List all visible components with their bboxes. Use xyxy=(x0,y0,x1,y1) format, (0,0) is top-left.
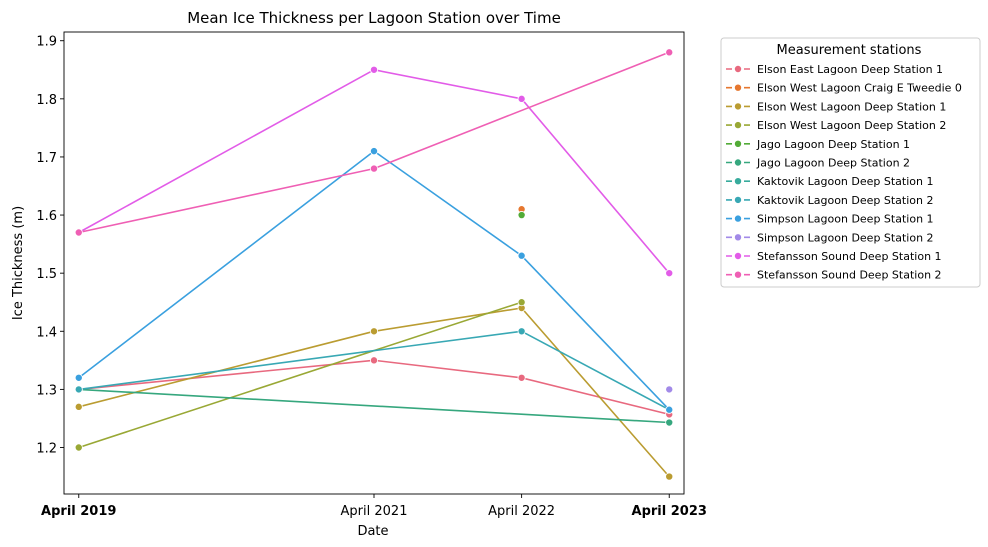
data-point xyxy=(517,298,526,307)
data-point xyxy=(665,418,674,427)
data-point xyxy=(369,327,378,336)
series xyxy=(74,298,526,452)
legend-label: Simpson Lagoon Deep Station 2 xyxy=(757,231,934,244)
data-point xyxy=(665,269,674,278)
data-point xyxy=(517,251,526,260)
data-point xyxy=(369,147,378,156)
legend-marker-swatch xyxy=(734,83,743,92)
data-point xyxy=(369,164,378,173)
x-tick-label: April 2019 xyxy=(41,504,116,519)
series xyxy=(74,327,674,414)
series-layer xyxy=(74,48,674,481)
data-point xyxy=(74,402,83,411)
y-tick-label: 1.8 xyxy=(36,93,57,108)
data-point xyxy=(665,48,674,57)
legend-label: Elson West Lagoon Deep Station 1 xyxy=(757,100,946,113)
data-point xyxy=(74,443,83,452)
legend-marker-swatch xyxy=(734,158,743,167)
series-line xyxy=(78,330,670,411)
legend-label: Jago Lagoon Deep Station 1 xyxy=(756,138,910,151)
chart-title: Mean Ice Thickness per Lagoon Station ov… xyxy=(187,9,561,27)
series-line xyxy=(78,388,670,424)
data-point xyxy=(369,356,378,365)
data-point xyxy=(517,94,526,103)
data-point xyxy=(517,327,526,336)
x-tick-label: April 2023 xyxy=(632,504,707,519)
plot-area-frame xyxy=(63,31,685,495)
legend-marker-swatch xyxy=(734,233,743,242)
legend-item: Elson West Lagoon Deep Station 2 xyxy=(726,119,946,132)
x-tick-label: April 2021 xyxy=(341,504,408,519)
y-tick-label: 1.4 xyxy=(36,325,57,340)
y-axis-label: Ice Thickness (m) xyxy=(11,206,26,320)
legend-item: Elson West Lagoon Deep Station 1 xyxy=(726,100,946,113)
data-point xyxy=(74,385,83,394)
legend-item: Jago Lagoon Deep Station 1 xyxy=(726,138,910,151)
legend: Measurement stations Elson East Lagoon D… xyxy=(720,37,981,288)
y-axis: 1.2 1.3 1.4 1.5 1.6 1.7 1.8 1.9 xyxy=(36,35,64,457)
legend-label: Kaktovik Lagoon Deep Station 1 xyxy=(757,175,933,188)
legend-title: Measurement stations xyxy=(777,43,922,58)
legend-item: Jago Lagoon Deep Station 2 xyxy=(726,157,910,170)
legend-label: Elson East Lagoon Deep Station 1 xyxy=(757,63,943,76)
y-tick-label: 1.3 xyxy=(36,383,57,398)
series-line xyxy=(78,359,670,416)
legend-item: Stefansson Sound Deep Station 1 xyxy=(726,250,942,263)
legend-marker-swatch xyxy=(734,121,743,130)
data-point xyxy=(665,472,674,481)
legend-frame xyxy=(720,37,981,288)
legend-item: Kaktovik Lagoon Deep Station 2 xyxy=(726,194,933,207)
data-point xyxy=(665,405,674,414)
data-point xyxy=(369,65,378,74)
series-line xyxy=(78,307,670,478)
data-point xyxy=(74,228,83,237)
y-tick-label: 1.7 xyxy=(36,151,57,166)
legend-marker-swatch xyxy=(734,139,743,148)
legend-marker-swatch xyxy=(734,65,743,74)
x-axis-label: Date xyxy=(357,524,388,539)
legend-marker-swatch xyxy=(734,195,743,204)
y-tick-label: 1.9 xyxy=(36,35,57,50)
y-tick-label: 1.6 xyxy=(36,209,57,224)
legend-marker-swatch xyxy=(734,251,743,260)
legend-marker-swatch xyxy=(734,177,743,186)
legend-label: Kaktovik Lagoon Deep Station 2 xyxy=(757,194,933,207)
legend-label: Elson West Lagoon Deep Station 2 xyxy=(757,119,946,132)
x-tick-label: April 2022 xyxy=(488,504,555,519)
data-point xyxy=(74,373,83,382)
series-line xyxy=(78,301,522,449)
legend-item: Elson West Lagoon Craig E Tweedie 0 xyxy=(726,82,962,95)
legend-label: Stefansson Sound Deep Station 1 xyxy=(757,250,942,263)
legend-item: Kaktovik Lagoon Deep Station 1 xyxy=(726,175,933,188)
legend-label: Stefansson Sound Deep Station 2 xyxy=(757,269,942,282)
data-point xyxy=(517,211,526,220)
legend-marker-swatch xyxy=(734,270,743,279)
legend-label: Simpson Lagoon Deep Station 1 xyxy=(757,213,934,226)
series-line xyxy=(78,150,670,411)
legend-marker-swatch xyxy=(734,214,743,223)
legend-item: Stefansson Sound Deep Station 2 xyxy=(726,269,942,282)
series xyxy=(517,211,526,220)
legend-marker-swatch xyxy=(734,102,743,111)
series xyxy=(74,356,674,419)
legend-items: Elson East Lagoon Deep Station 1 Elson We… xyxy=(726,63,962,282)
legend-label: Jago Lagoon Deep Station 2 xyxy=(756,157,910,170)
series xyxy=(74,304,674,481)
legend-label: Elson West Lagoon Craig E Tweedie 0 xyxy=(757,82,962,95)
legend-item: Simpson Lagoon Deep Station 2 xyxy=(726,231,934,244)
x-axis: April 2019 April 2021 April 2022 April 2023 xyxy=(41,494,707,519)
y-tick-label: 1.2 xyxy=(36,442,57,457)
data-point xyxy=(517,373,526,382)
data-point xyxy=(665,385,674,394)
legend-item: Elson East Lagoon Deep Station 1 xyxy=(726,63,943,76)
series xyxy=(74,48,674,237)
legend-item: Simpson Lagoon Deep Station 1 xyxy=(726,213,934,226)
series-line xyxy=(78,69,670,274)
series xyxy=(665,385,674,394)
y-tick-label: 1.5 xyxy=(36,267,57,282)
series-line xyxy=(78,51,670,234)
series xyxy=(74,147,674,414)
